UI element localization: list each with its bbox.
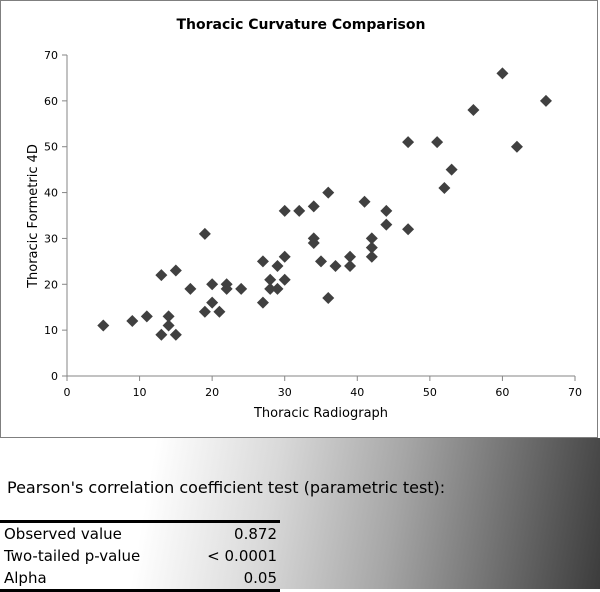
stat-label: Two-tailed p-value (4, 547, 141, 565)
data-point (97, 319, 110, 332)
data-point (169, 264, 182, 277)
data-point (206, 278, 219, 291)
data-point (278, 250, 291, 263)
stat-value: 0.05 (181, 567, 280, 592)
data-point (307, 200, 320, 213)
test-title: Pearson's correlation coefficient test (… (7, 478, 446, 497)
data-point (322, 292, 335, 305)
data-point (322, 186, 335, 199)
data-point (256, 296, 269, 309)
table-row: Two-tailed p-value < 0.0001 (0, 545, 280, 567)
data-point (162, 310, 175, 323)
data-point (256, 255, 269, 268)
stat-value: < 0.0001 (207, 547, 277, 565)
data-point (365, 250, 378, 263)
data-point (329, 259, 342, 272)
x-tick-label: 70 (568, 386, 582, 399)
stats-table: Observed value 0.872 Two-tailed p-value … (0, 520, 280, 592)
data-point (264, 273, 277, 286)
data-point (467, 104, 480, 117)
x-tick-label: 30 (278, 386, 292, 399)
data-point (235, 282, 248, 295)
y-tick-label: 10 (44, 324, 58, 337)
data-point (278, 204, 291, 217)
stat-label: Observed value (0, 520, 182, 545)
y-tick-label: 50 (44, 141, 58, 154)
table-row: Observed value 0.872 (0, 520, 280, 545)
y-axis-ticks: 0 10 20 30 40 50 60 70 (44, 49, 67, 383)
stat-label: Alpha (0, 567, 182, 592)
data-point (264, 282, 277, 295)
data-point (213, 305, 226, 318)
data-point (155, 269, 168, 282)
stats-panel: Pearson's correlation coefficient test (… (0, 438, 600, 592)
data-point (271, 282, 284, 295)
data-point (162, 319, 175, 332)
data-point (496, 67, 509, 80)
data-point (344, 259, 357, 272)
x-tick-label: 0 (64, 386, 71, 399)
y-tick-label: 40 (44, 187, 58, 200)
x-tick-label: 10 (133, 386, 147, 399)
y-tick-label: 70 (44, 49, 58, 62)
data-point (358, 195, 371, 208)
x-tick-label: 20 (205, 386, 219, 399)
data-point (431, 136, 444, 149)
data-point (155, 328, 168, 341)
data-point (315, 255, 327, 268)
y-axis-label: Thoracic Formetric 4D (26, 144, 41, 289)
data-point (271, 259, 284, 272)
x-tick-label: 50 (423, 386, 437, 399)
y-tick-label: 30 (44, 232, 58, 245)
data-point (184, 282, 197, 295)
data-point (198, 227, 211, 240)
data-point (126, 314, 139, 327)
data-point (169, 328, 182, 341)
data-point (140, 310, 153, 323)
data-point (307, 237, 320, 250)
y-tick-label: 20 (44, 278, 58, 291)
data-point (402, 223, 415, 236)
x-tick-label: 40 (350, 386, 364, 399)
data-point (198, 305, 211, 318)
data-point (293, 204, 306, 217)
data-point (365, 232, 378, 245)
data-point (402, 136, 415, 149)
data-point (380, 218, 393, 231)
chart-panel: Thoracic Curvature Comparison 0 10 20 30 40 5… (0, 0, 598, 438)
y-tick-label: 0 (51, 370, 58, 383)
x-axis-label: Thoracic Radiograph (253, 406, 388, 421)
chart-title: Thoracic Curvature Comparison (177, 17, 426, 33)
data-point (539, 94, 552, 107)
data-point (445, 163, 458, 176)
data-points (97, 67, 552, 341)
data-point (206, 296, 219, 309)
x-tick-label: 60 (495, 386, 509, 399)
data-point (365, 241, 378, 254)
stat-value: 0.872 (181, 520, 280, 545)
data-point (220, 282, 233, 295)
table-row: Alpha 0.05 (0, 567, 280, 592)
data-point (380, 204, 393, 217)
x-axis-ticks: 0 10 20 30 40 50 60 70 (64, 376, 582, 399)
data-point (438, 181, 451, 194)
data-point (344, 250, 357, 263)
data-point (278, 273, 291, 286)
scatter-chart: Thoracic Curvature Comparison 0 10 20 30 40 5… (26, 17, 582, 421)
axes (66, 55, 575, 377)
data-point (510, 140, 523, 153)
y-tick-label: 60 (44, 95, 58, 108)
